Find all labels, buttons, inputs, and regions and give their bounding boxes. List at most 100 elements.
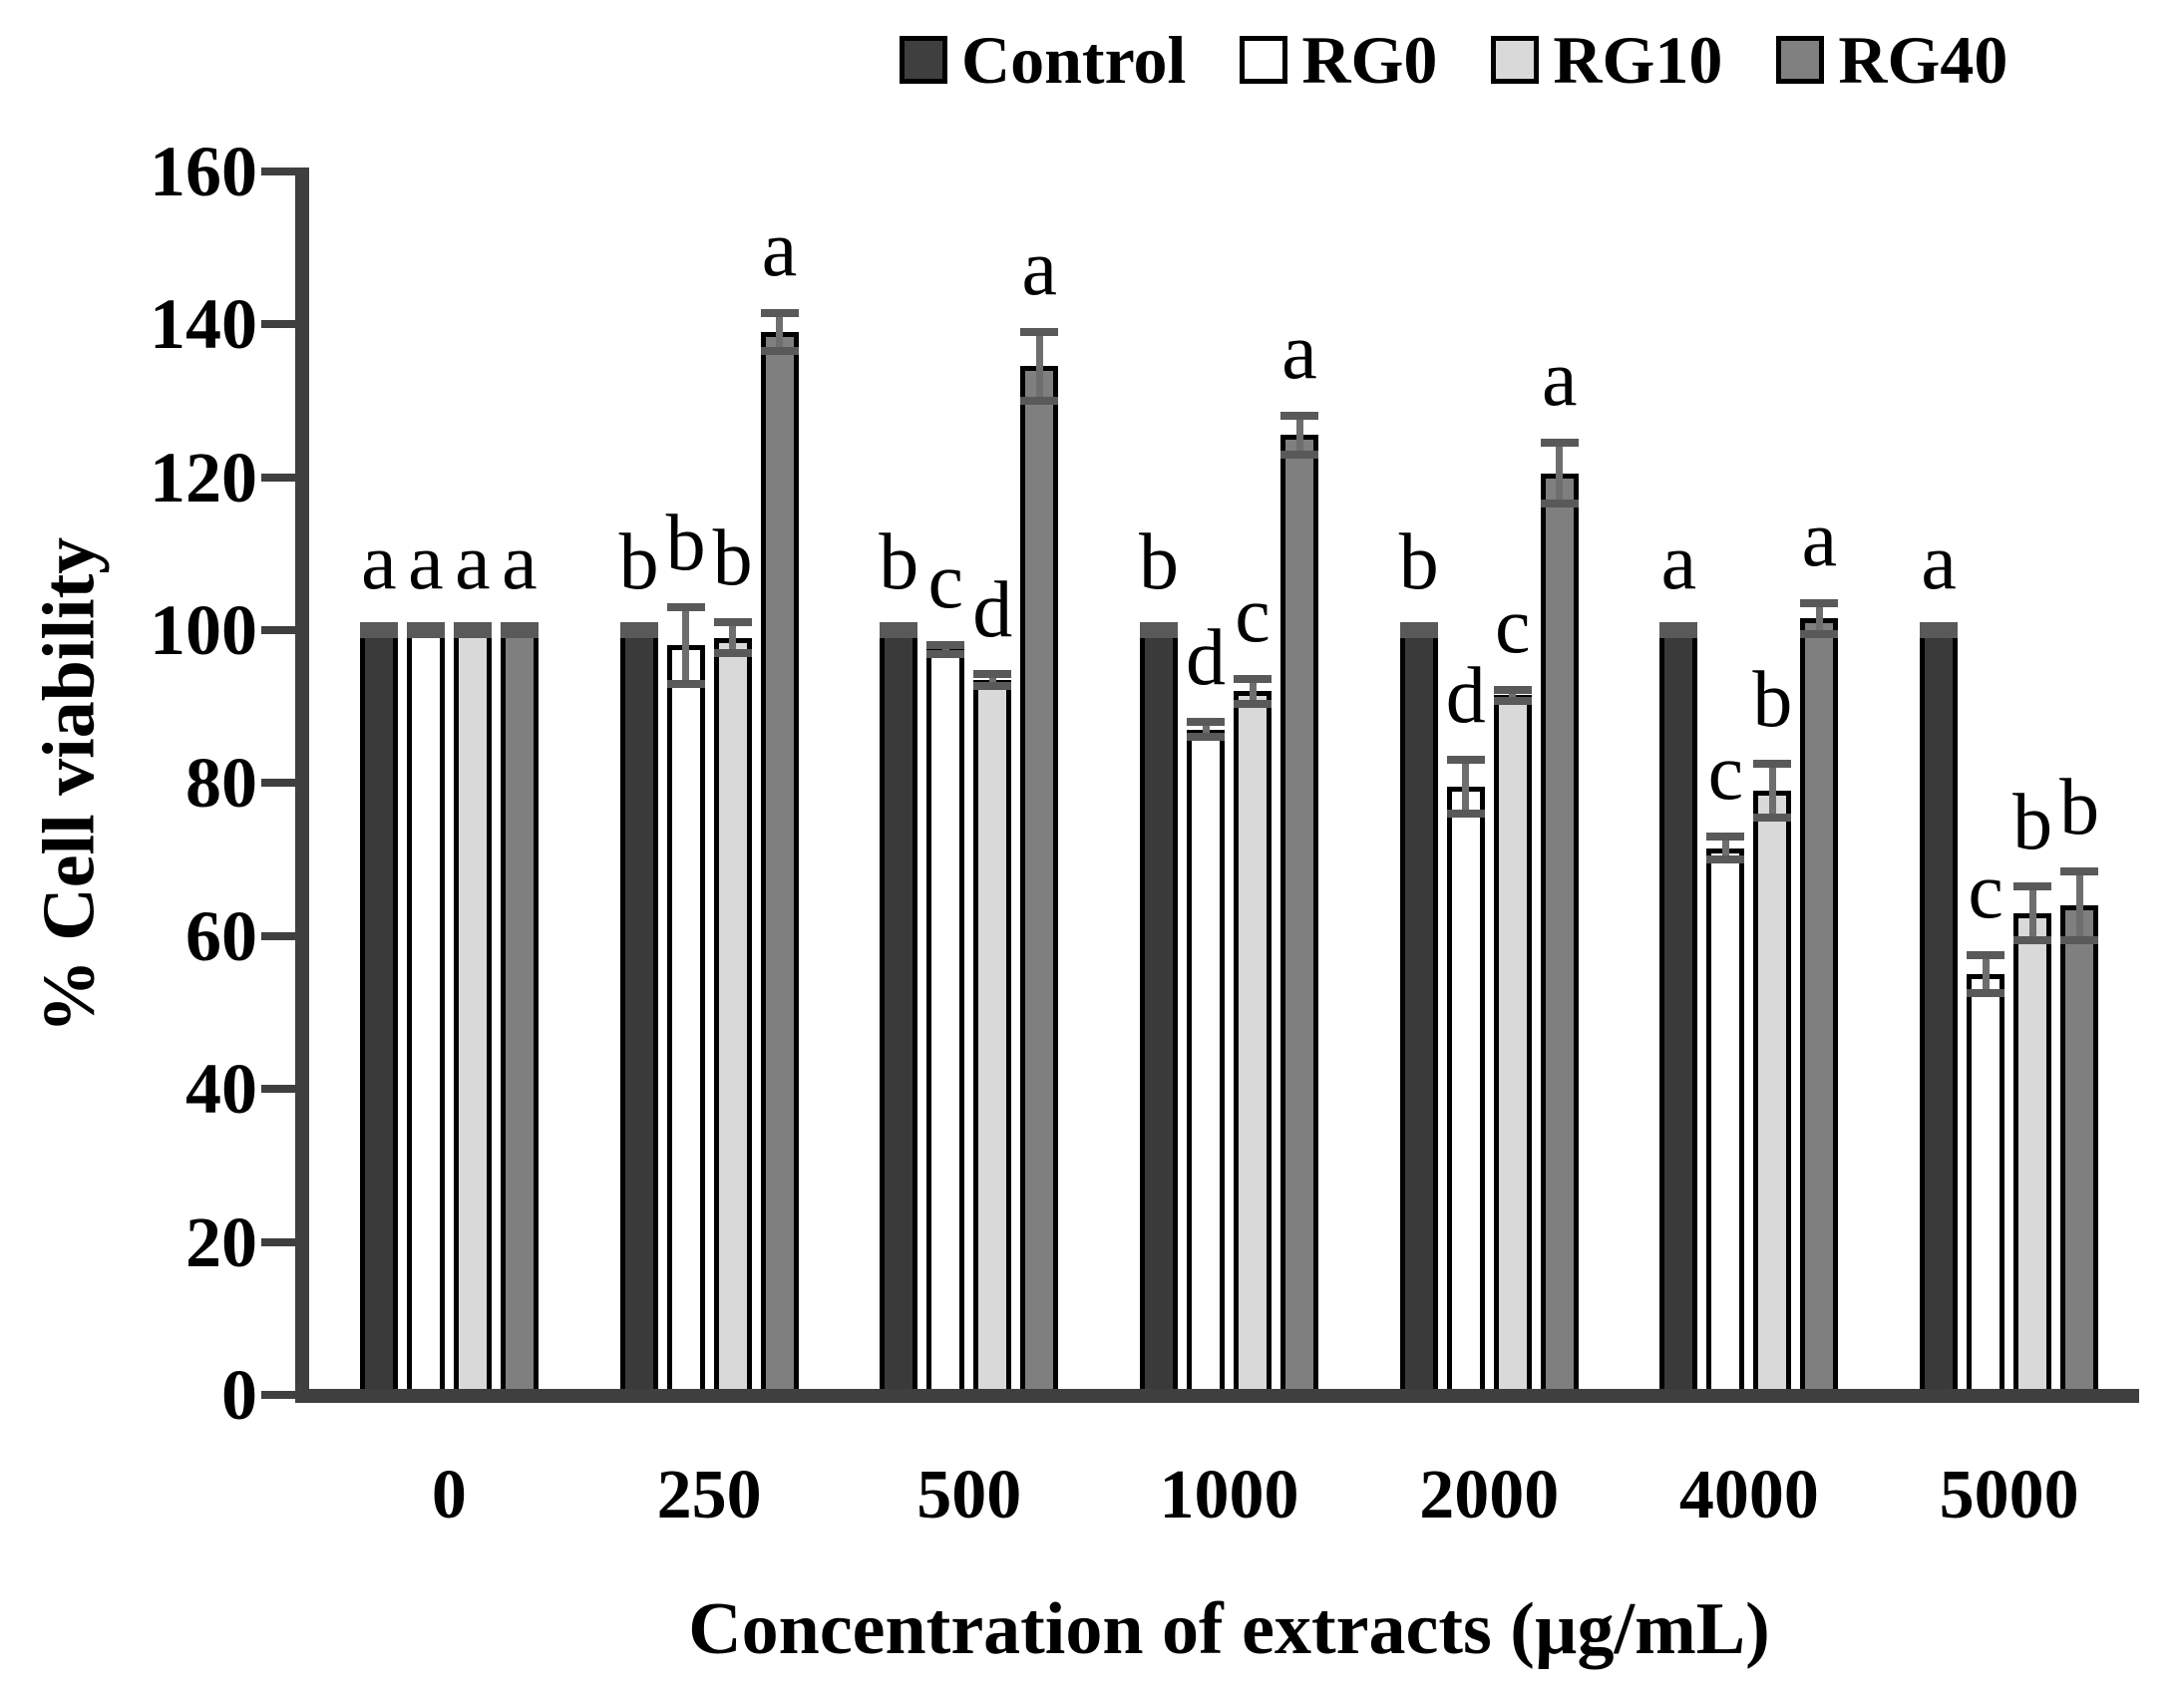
bar-rg0-250 bbox=[666, 645, 705, 1401]
significance-letter: a bbox=[1541, 335, 1578, 424]
y-axis-tick bbox=[261, 779, 295, 788]
bar-rg40-5000 bbox=[2060, 905, 2099, 1401]
error-bar-whisker bbox=[1556, 443, 1564, 505]
significance-letter: b bbox=[879, 518, 919, 607]
error-bar-cap bbox=[406, 629, 445, 638]
x-axis-category-label: 1000 bbox=[1159, 1457, 1299, 1533]
bar-rg40-500 bbox=[1020, 366, 1059, 1401]
significance-letter: a bbox=[455, 518, 491, 607]
error-bar-cap bbox=[1540, 439, 1579, 448]
bar-rg10-5000 bbox=[2013, 912, 2052, 1401]
significance-letter: a bbox=[1801, 496, 1838, 584]
y-axis-line bbox=[295, 167, 309, 1403]
x-axis-category-label: 5000 bbox=[1939, 1457, 2079, 1533]
significance-letter: a bbox=[761, 204, 798, 293]
error-bar-whisker bbox=[1202, 722, 1210, 738]
bar-rg10-250 bbox=[713, 637, 752, 1401]
y-axis-tick-label: 20 bbox=[185, 1201, 257, 1282]
y-axis-tick-label: 100 bbox=[150, 590, 257, 670]
significance-letter: a bbox=[1281, 308, 1317, 397]
significance-letter: b bbox=[2012, 778, 2053, 866]
significance-letter: a bbox=[1021, 223, 1058, 312]
error-bar-cap bbox=[1446, 810, 1485, 819]
y-axis-tick bbox=[261, 1391, 295, 1399]
significance-letter: a bbox=[502, 518, 538, 607]
y-axis-tick-label: 160 bbox=[150, 131, 257, 211]
error-bar-whisker bbox=[1249, 679, 1257, 704]
bar-rg40-4000 bbox=[1800, 618, 1839, 1401]
error-bar-whisker bbox=[1035, 331, 1043, 401]
bar-rg0-2000 bbox=[1446, 787, 1485, 1401]
legend-swatch-rg40 bbox=[1776, 36, 1825, 84]
error-bar-whisker bbox=[729, 622, 737, 653]
error-bar-cap bbox=[1399, 622, 1438, 631]
error-bar-cap bbox=[1020, 396, 1059, 405]
legend-item-rg40: RG40 bbox=[1776, 26, 2007, 94]
error-bar-cap bbox=[1020, 327, 1059, 336]
significance-letter: b bbox=[618, 518, 659, 607]
error-bar-cap bbox=[2013, 935, 2052, 944]
error-bar-cap bbox=[760, 347, 799, 356]
error-bar-cap bbox=[1234, 675, 1272, 684]
significance-letter: a bbox=[361, 518, 397, 607]
error-bar-cap bbox=[926, 640, 965, 649]
bar-rg0-500 bbox=[926, 649, 965, 1401]
error-bar-cap bbox=[1493, 696, 1532, 705]
legend-label: RG40 bbox=[1838, 22, 2008, 98]
legend-item-rg10: RG10 bbox=[1491, 26, 1722, 94]
error-bar-cap bbox=[1280, 450, 1318, 459]
error-bar-cap bbox=[406, 622, 445, 631]
bar-rg0-0 bbox=[406, 630, 445, 1401]
y-axis-tick-label: 40 bbox=[185, 1049, 257, 1130]
error-bar-cap bbox=[1446, 756, 1485, 765]
legend-item-rg0: RG0 bbox=[1240, 26, 1437, 94]
y-axis-tick bbox=[261, 931, 295, 940]
bar-rg0-4000 bbox=[1706, 848, 1745, 1401]
error-bar-cap bbox=[2013, 881, 2052, 890]
error-bar-whisker bbox=[988, 673, 996, 686]
error-bar-cap bbox=[359, 629, 398, 638]
error-bar-cap bbox=[1187, 733, 1225, 742]
significance-letter: d bbox=[1186, 614, 1226, 703]
error-bar-cap bbox=[1140, 622, 1178, 631]
error-bar-whisker bbox=[941, 644, 949, 654]
bar-rg10-0 bbox=[453, 630, 492, 1401]
bar-rg40-1000 bbox=[1280, 435, 1318, 1401]
error-bar-whisker bbox=[2075, 870, 2083, 940]
error-bar-cap bbox=[1753, 760, 1792, 769]
error-bar-cap bbox=[1800, 629, 1839, 638]
x-axis-title: Concentration of extracts (µg/mL) bbox=[688, 1588, 1770, 1670]
error-bar-cap bbox=[2060, 935, 2099, 944]
bar-control-500 bbox=[880, 630, 918, 1401]
bar-control-250 bbox=[619, 630, 658, 1401]
error-bar-whisker bbox=[1982, 954, 1990, 994]
significance-letter: a bbox=[408, 518, 444, 607]
x-axis-category-label: 0 bbox=[431, 1457, 467, 1533]
error-bar-cap bbox=[666, 602, 705, 611]
error-bar-cap bbox=[359, 622, 398, 631]
error-bar-cap bbox=[1540, 500, 1579, 509]
legend-item-control: Control bbox=[900, 26, 1186, 94]
error-bar-cap bbox=[1920, 629, 1959, 638]
error-bar-cap bbox=[453, 629, 492, 638]
y-axis-tick-label: 120 bbox=[150, 437, 257, 517]
chart-legend: Control RG0 RG10 RG40 bbox=[900, 26, 2007, 94]
x-axis-category-label: 4000 bbox=[1678, 1457, 1819, 1533]
error-bar-cap bbox=[880, 629, 918, 638]
significance-letter: b bbox=[2059, 763, 2100, 851]
error-bar-cap bbox=[1967, 950, 2005, 959]
legend-swatch-rg0 bbox=[1240, 36, 1288, 84]
error-bar-cap bbox=[1800, 599, 1839, 608]
y-axis-tick-label: 60 bbox=[185, 895, 257, 976]
error-bar-cap bbox=[973, 669, 1012, 678]
error-bar-cap bbox=[1706, 855, 1745, 864]
error-bar-cap bbox=[619, 629, 658, 638]
y-axis-tick bbox=[261, 626, 295, 634]
error-bar-cap bbox=[500, 622, 539, 631]
error-bar-cap bbox=[1399, 629, 1438, 638]
error-bar-cap bbox=[1706, 833, 1745, 842]
bar-rg40-250 bbox=[760, 331, 799, 1401]
significance-letter: c bbox=[927, 536, 964, 625]
bar-control-0 bbox=[359, 630, 398, 1401]
y-axis-tick bbox=[261, 1085, 295, 1094]
